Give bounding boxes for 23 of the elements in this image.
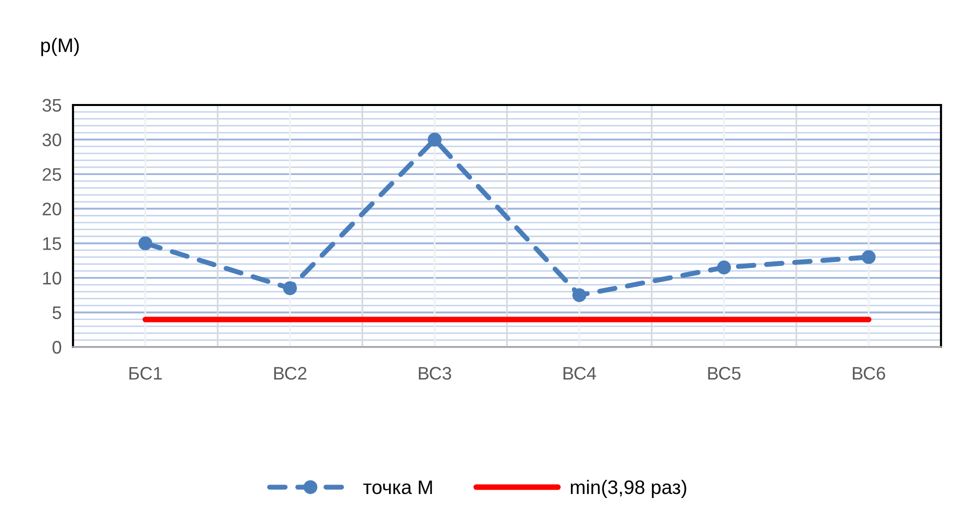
x-tick-label: ВС2 [274, 366, 306, 380]
legend-label: точка М [363, 480, 432, 494]
x-tick-label: ВС3 [418, 366, 452, 380]
x-tick-label: ВС4 [564, 366, 596, 380]
x-tick-label: БС1 [129, 366, 162, 380]
y-tick-label: 5 [52, 306, 62, 320]
y-tick-label: 20 [42, 202, 62, 216]
point [138, 236, 152, 250]
legend-label: min(3,98 раз) [570, 480, 686, 498]
point [717, 260, 731, 274]
point [283, 281, 297, 296]
y-tick-label: 25 [42, 168, 62, 181]
y-tick-label: 35 [42, 98, 62, 112]
y-tick-label: 0 [52, 340, 62, 354]
x-tick-label: ВС5 [708, 366, 740, 380]
y-tick-label: 30 [42, 134, 62, 146]
y-axis-title: p(M) [41, 38, 79, 56]
point [428, 132, 442, 147]
y-tick-label: 15 [43, 237, 62, 250]
x-tick-label: ВС6 [852, 366, 886, 380]
point [862, 250, 876, 264]
point [572, 288, 586, 302]
y-tick-label: 10 [43, 272, 62, 285]
